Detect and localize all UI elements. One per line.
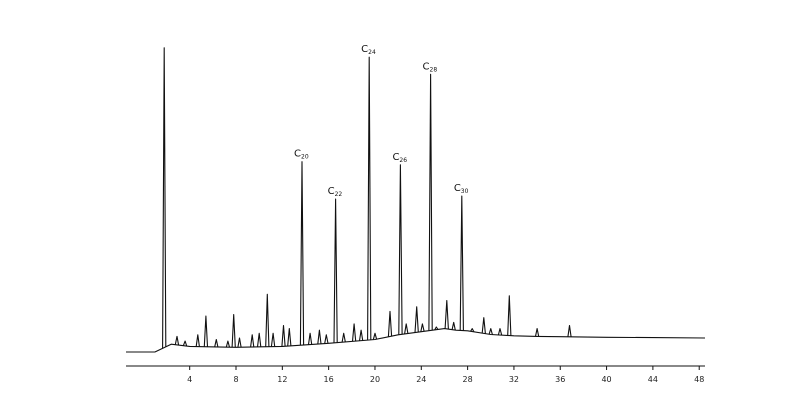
x-tick-label: 36 [555, 375, 565, 384]
peak-14 [287, 328, 292, 347]
peak-10 [256, 332, 262, 347]
peak-1 [174, 335, 180, 346]
x-tick-label: 20 [370, 375, 380, 384]
peak-38 [497, 328, 503, 336]
peak-label-c24: C24 [361, 44, 376, 56]
peak-33 [451, 321, 456, 331]
peak-c20 [299, 161, 305, 346]
peak-29 [420, 323, 425, 332]
peak-21 [351, 323, 357, 342]
peak-25 [387, 310, 393, 337]
peak-37 [488, 328, 493, 335]
trace-layer [126, 47, 706, 353]
peak-c26 [398, 164, 403, 335]
peak-0 [162, 47, 167, 349]
peak-27 [404, 323, 409, 335]
peak-labels: C20 C22 C24 C26 C28 C30 [294, 44, 469, 198]
peak-3 [195, 334, 200, 347]
x-tick-label: 24 [416, 375, 426, 384]
x-tick-label: 48 [694, 375, 704, 384]
peak-4 [203, 315, 209, 347]
peak-36 [481, 317, 486, 334]
x-tick-label: 40 [601, 375, 611, 384]
peak-6 [225, 340, 231, 348]
peak-31 [434, 326, 439, 331]
peak-9 [250, 334, 255, 348]
x-tick-label: 8 [233, 375, 238, 384]
peak-18 [324, 334, 329, 344]
peak-39 [507, 295, 512, 336]
peak-16 [307, 332, 313, 345]
peak-2 [182, 340, 188, 347]
peak-c28 [428, 73, 433, 331]
peak-c22 [333, 198, 338, 343]
peak-22 [358, 329, 364, 341]
x-tick-label: 28 [463, 375, 473, 384]
chromatogram-baseline [126, 328, 706, 353]
peak-20 [341, 332, 346, 343]
peak-28 [414, 306, 419, 333]
peak-24 [372, 332, 378, 340]
peak-label-c26: C26 [392, 152, 407, 164]
peak-35 [470, 328, 475, 333]
peak-label-c28: C28 [423, 61, 438, 73]
x-axis: 4 8 12 16 20 24 28 32 36 40 44 48 [126, 365, 705, 384]
x-tick-label: 12 [277, 375, 287, 384]
peak-17 [317, 329, 322, 345]
x-tick-label: 32 [509, 375, 519, 384]
peak-7 [231, 314, 236, 348]
peak-13 [281, 324, 286, 347]
peak-32 [444, 299, 449, 330]
peak-12 [270, 332, 276, 347]
peak-label-c22: C22 [328, 186, 343, 198]
peak-11 [265, 293, 270, 347]
peak-8 [237, 337, 242, 348]
peak-40 [534, 328, 540, 337]
peak-41 [567, 324, 572, 337]
x-tick-label: 44 [648, 375, 658, 384]
x-tick-label: 4 [187, 375, 192, 384]
peak-label-c30: C30 [454, 183, 469, 195]
peak-label-c20: C20 [294, 149, 309, 161]
peak-c24 [367, 56, 372, 341]
peak-c30 [459, 195, 464, 331]
peak-5 [214, 338, 219, 348]
x-tick-label: 16 [324, 375, 334, 384]
